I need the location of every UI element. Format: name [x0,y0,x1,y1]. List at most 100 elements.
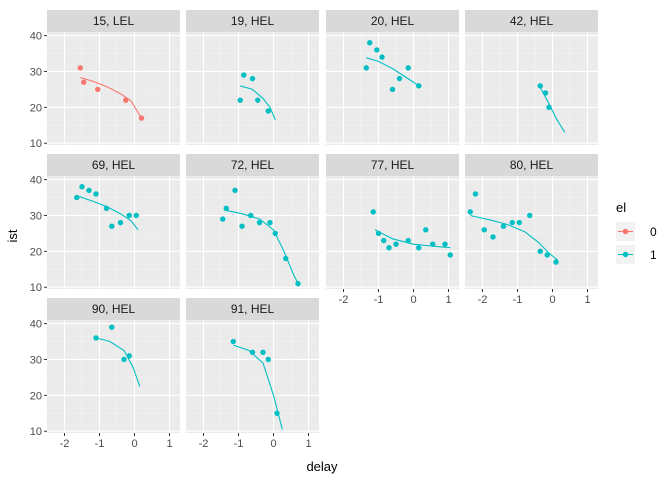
facet-strip [465,154,598,176]
data-point [516,219,522,226]
panel-background [326,176,459,289]
data-point [103,205,110,211]
y-tick-label: 10 [30,282,42,294]
y-tick-label: 30 [30,354,42,366]
fitted-curve [95,337,141,387]
fitted-curve [539,87,566,133]
data-point [386,245,392,251]
y-tick-label: 20 [30,390,42,402]
y-tick-label: 10 [30,426,42,438]
data-point [509,219,515,226]
data-point [542,90,549,96]
facet-strip-label: 91, HEL [231,302,275,316]
data-point [274,410,280,416]
y-axis-title: ist [5,229,20,242]
data-point [255,97,261,103]
data-point [367,40,373,46]
y-tick-label: 30 [30,66,42,78]
facet-strip [47,10,180,32]
facet-strip [186,10,319,32]
facet-strip [47,298,180,320]
data-point [74,194,80,201]
data-point [93,191,99,197]
panel-background [465,32,598,145]
data-point [133,212,139,219]
data-point [77,65,83,71]
data-point [237,97,243,103]
facet-panel: 91, HEL [186,298,319,433]
panel-background [186,320,319,433]
facet-strip-label: 20, HEL [371,14,415,28]
facet-strip-label: 90, HEL [92,302,136,316]
facet-panel: 20, HEL [326,10,459,145]
facet-strip-label: 69, HEL [92,158,136,172]
fitted-curve [233,344,283,430]
facet-panel: 72, HEL [186,154,319,289]
data-point [500,223,507,229]
x-tick-label: -2 [60,438,70,450]
x-axis-title: delay [306,459,338,474]
facet-strip [186,154,319,176]
panel-background [465,176,598,289]
fitted-curve [366,57,420,87]
data-point [295,280,301,287]
data-point [379,54,385,60]
facet-panel: 15, LEL [47,10,180,145]
data-point [260,349,266,355]
data-point [123,97,129,103]
data-point [93,335,99,341]
legend-key-point [622,228,629,235]
data-point [265,108,271,114]
facet-strip [186,298,319,320]
x-tick-label: 1 [305,438,311,450]
data-point [416,83,422,89]
data-point [537,83,543,89]
fitted-curve [374,229,451,249]
data-point [249,75,256,82]
y-tick-label: 40 [30,319,42,331]
data-point [117,219,124,226]
data-point [423,227,429,233]
x-tick-label: -2 [199,438,209,450]
data-point [544,252,550,258]
panel-background [47,32,180,145]
data-point [109,223,115,229]
data-point [126,212,132,219]
data-point [81,79,87,85]
y-tick-label: 40 [30,175,42,187]
panel-background [47,176,180,289]
data-point [138,115,145,121]
legend-label: 0 [650,225,657,239]
facet-strip-label: 19, HEL [231,14,275,28]
facet-strip [326,154,459,176]
panel-background [47,320,180,433]
data-point [370,209,376,215]
data-point [389,86,396,93]
y-tick-label: 10 [30,138,42,150]
legend-key-point [622,251,629,258]
data-point [220,216,226,222]
y-tick-label: 30 [30,210,42,222]
facet-panel: 19, HEL [186,10,319,145]
legend-title: el [616,200,626,215]
x-tick-label: -1 [374,294,384,306]
facet-panel: 42, HEL [465,10,598,145]
data-point [272,230,278,237]
x-tick-label: -1 [95,438,105,450]
data-point [363,65,369,71]
panel-background [186,32,319,145]
data-point [393,241,399,247]
data-point [126,353,132,359]
y-tick-label: 20 [30,246,42,258]
data-point [467,209,473,215]
data-point [109,324,115,330]
x-tick-label: 1 [445,294,451,306]
data-point [490,234,496,240]
data-point [283,255,289,262]
y-tick-label: 40 [30,31,42,43]
x-tick-label: -2 [339,294,349,306]
data-point [405,237,411,244]
x-tick-label: -1 [234,438,244,450]
